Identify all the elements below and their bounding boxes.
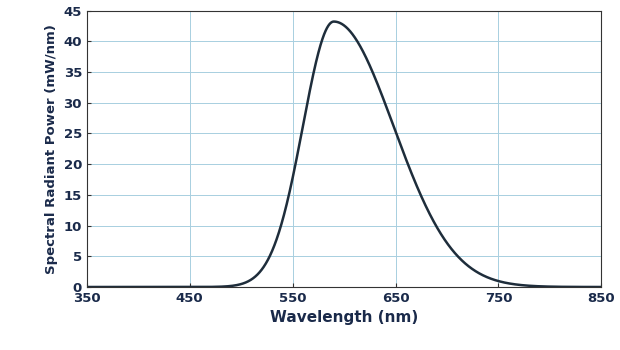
X-axis label: Wavelength (nm): Wavelength (nm) <box>270 310 418 326</box>
Y-axis label: Spectral Radiant Power (mW/nm): Spectral Radiant Power (mW/nm) <box>45 24 58 274</box>
